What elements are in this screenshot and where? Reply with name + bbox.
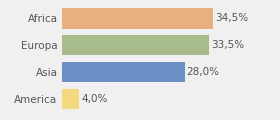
Bar — [62, 8, 213, 29]
Bar — [62, 89, 79, 109]
Text: 33,5%: 33,5% — [211, 40, 244, 50]
Bar — [62, 35, 209, 55]
Text: 28,0%: 28,0% — [186, 67, 220, 77]
Text: 4,0%: 4,0% — [81, 94, 107, 104]
Bar — [62, 62, 185, 82]
Text: 34,5%: 34,5% — [215, 13, 248, 23]
